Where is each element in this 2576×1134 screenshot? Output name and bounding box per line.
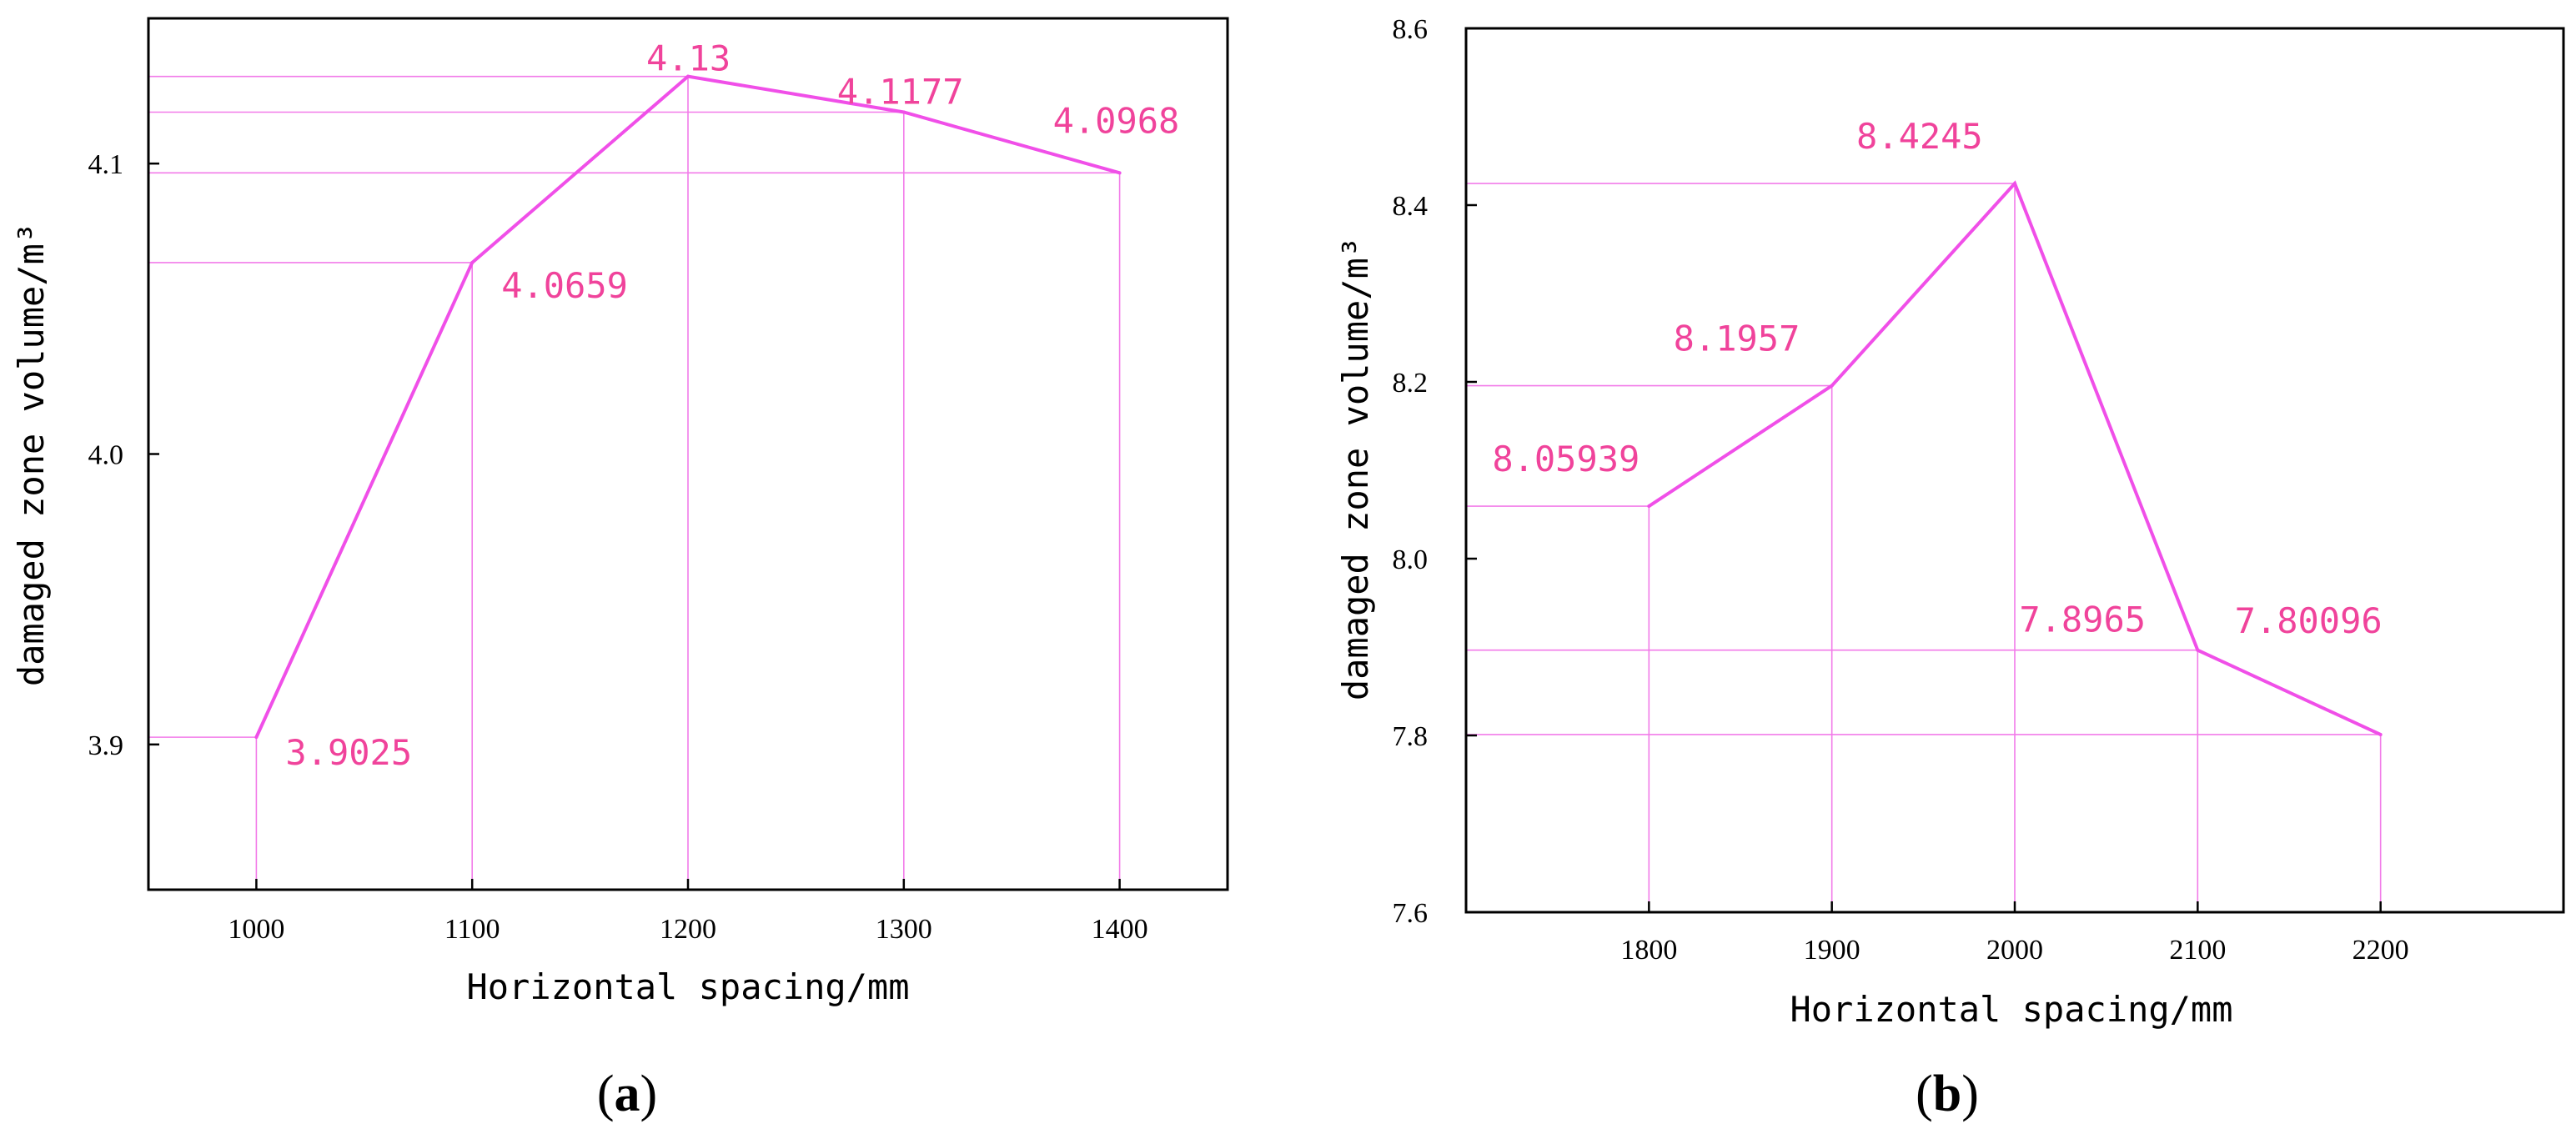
y-tick-label-0: 3.9 [88,730,124,761]
panel-label: (a) [597,1066,657,1122]
panel-label-open-paren: ( [597,1066,615,1122]
chart-panel-a: 3.9025 4.0659 4.13 4.1177 4.0968 3.9 4.0 4.1 100… [11,17,1229,1122]
y-tick-label-2: 8.0 [1393,544,1429,575]
y-tick-label-1: 7.8 [1393,721,1429,752]
x-tick-label-2: 2000 [1986,935,2043,966]
panel-label-close-paren: ) [640,1066,658,1122]
x-tick-label-3: 1300 [876,914,932,945]
data-point-2 [2013,182,2016,186]
x-axis-title: Horizontal spacing/mm [466,966,909,1007]
data-point-2 [686,74,690,78]
x-tick-label-4: 2200 [2353,935,2409,966]
data-label-3: 4.1177 [837,72,964,113]
data-label-3: 7.8965 [2019,600,2146,640]
x-tick-label-3: 2100 [2169,935,2226,966]
data-label-0: 8.05939 [1492,439,1640,479]
data-point-3 [901,110,906,114]
data-point-0 [1647,504,1651,509]
y-tick-label-4: 8.4 [1393,191,1429,222]
panel-label-open-paren: ( [1916,1066,1933,1122]
panel-label: (b) [1916,1066,1979,1122]
data-point-1 [470,260,475,264]
x-axis-title: Horizontal spacing/mm [1790,989,2232,1030]
data-point-4 [1117,171,1122,175]
panel-label-letter: b [1933,1066,1961,1122]
x-tick-label-0: 1000 [228,914,284,945]
data-label-1: 4.0659 [501,265,628,306]
y-axis-title: damaged zone volume/m³ [1335,237,1376,700]
data-label-4: 7.80096 [2235,600,2383,641]
chart-panel-b: 8.05939 8.1957 8.4245 7.8965 7.80096 7.6 7.8 8.… [1335,14,2565,1122]
y-tick-label-1: 4.0 [88,440,124,471]
x-tick-label-4: 1400 [1092,914,1148,945]
y-tick-label-3: 8.2 [1393,368,1429,399]
y-tick-label-2: 4.1 [88,149,124,180]
data-label-0: 3.9025 [285,732,412,773]
y-tick-label-0: 7.6 [1393,898,1429,929]
x-tick-label-0: 1800 [1620,935,1677,966]
x-tick-label-1: 1900 [1804,935,1860,966]
x-tick-label-1: 1100 [444,914,500,945]
panel-label-close-paren: ) [1961,1066,1979,1122]
y-tick-label-5: 8.6 [1393,14,1429,45]
data-point-3 [2196,648,2200,652]
data-point-1 [1830,384,1834,388]
y-axis-title: damaged zone volume/m³ [11,223,52,686]
data-label-2: 4.13 [646,38,731,79]
data-point-0 [254,735,259,740]
data-point-4 [2378,732,2383,736]
data-label-2: 8.4245 [1856,116,1983,157]
panel-label-letter: a [615,1066,640,1122]
data-label-1: 8.1957 [1674,319,1800,359]
data-label-4: 4.0968 [1053,100,1180,141]
x-tick-label-2: 1200 [660,914,716,945]
